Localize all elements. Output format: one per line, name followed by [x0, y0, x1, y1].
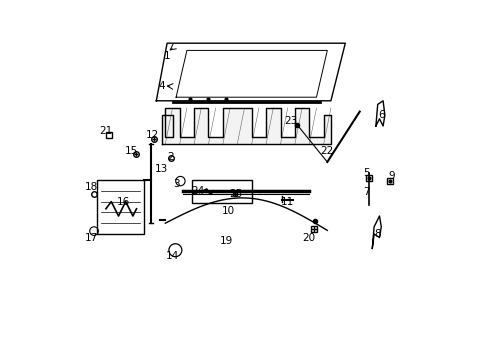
Text: 25: 25 [228, 189, 242, 199]
Text: 22: 22 [320, 146, 333, 156]
Text: 9: 9 [388, 171, 395, 181]
Bar [192, 180, 251, 203]
Text: 11: 11 [281, 197, 294, 207]
Text: 8: 8 [374, 229, 380, 239]
Text: 14: 14 [165, 251, 179, 261]
Text: 20: 20 [302, 233, 315, 243]
Text: 7: 7 [362, 186, 369, 197]
Text: 19: 19 [220, 236, 233, 246]
Bar [97, 180, 143, 234]
Text: 18: 18 [85, 182, 98, 192]
Text: 4: 4 [158, 81, 164, 91]
Text: 13: 13 [155, 164, 168, 174]
Text: 15: 15 [124, 146, 138, 156]
Text: 12: 12 [146, 130, 159, 140]
Text: 3: 3 [172, 179, 179, 189]
Text: 6: 6 [377, 110, 384, 120]
Text: 17: 17 [85, 233, 98, 243]
Text: 2: 2 [167, 152, 174, 162]
Text: 16: 16 [117, 197, 130, 207]
Text: 24: 24 [191, 186, 204, 196]
Text: 23: 23 [284, 116, 297, 126]
Text: 21: 21 [99, 126, 112, 136]
Text: 1: 1 [163, 51, 170, 61]
Text: 10: 10 [221, 206, 234, 216]
Text: 5: 5 [363, 168, 369, 178]
Polygon shape [162, 108, 330, 144]
